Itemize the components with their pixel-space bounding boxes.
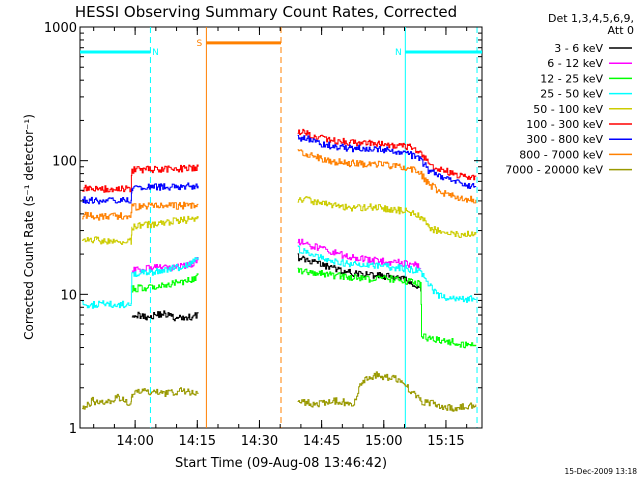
x-tick-label: 14:00 [116, 434, 153, 449]
series-line [82, 371, 477, 412]
x-axis-label: Start Time (09-Aug-08 13:46:42) [175, 456, 387, 471]
axes: 1 10 100 1000 14:00 14:15 14:30 14:45 15:00 15:15 [44, 21, 482, 449]
chart-title: HESSI Observing Summary Count Rates, Cor… [75, 3, 457, 21]
legend-label: 50 - 100 keV [533, 103, 603, 116]
legend-label: 7000 - 20000 keV [505, 164, 603, 177]
x-tick-label: 14:30 [241, 434, 278, 449]
series-lines [82, 128, 477, 412]
x-tick-label: 14:15 [179, 434, 216, 449]
series-line [82, 245, 477, 309]
flag-label: N [152, 48, 159, 58]
legend-header: Det 1,3,4,5,6,9, [548, 12, 634, 25]
x-tick-label: 15:00 [365, 434, 402, 449]
x-tick-label: 14:45 [303, 434, 340, 449]
series-line [82, 196, 477, 245]
legend-label: 300 - 800 keV [526, 133, 603, 146]
legend-label: 25 - 50 keV [540, 88, 603, 101]
series-line [131, 238, 422, 273]
series-line [82, 128, 477, 193]
y-tick-label: 1 [69, 422, 77, 437]
mode-flags: N NS [80, 39, 482, 58]
y-tick-label: 10 [60, 288, 77, 303]
series-line [131, 253, 422, 322]
legend-header: Att 0 [608, 24, 634, 37]
legend-label: 12 - 25 keV [540, 72, 603, 85]
flag-label: S [197, 39, 203, 49]
attenuator-markers [149, 27, 478, 428]
legend-label: 6 - 12 keV [547, 57, 603, 70]
series-line [82, 149, 477, 221]
legend: Det 1,3,4,5,6,9,Att 0 3 - 6 keV 6 - 12 keV… [505, 12, 634, 177]
legend-label: 100 - 300 keV [526, 118, 603, 131]
y-tick-label: 100 [52, 155, 77, 170]
y-axis-label: Corrected Count Rate (s⁻¹ detector⁻¹) [22, 114, 36, 340]
y-tick-label: 1000 [44, 21, 77, 36]
legend-label: 800 - 7000 keV [519, 148, 603, 161]
series-line [82, 134, 477, 205]
legend-label: 3 - 6 keV [554, 42, 603, 55]
x-tick-label: 15:15 [427, 434, 464, 449]
flag-label: N [395, 48, 402, 58]
footer-timestamp: 15-Dec-2009 13:18 [564, 467, 637, 476]
series-line [131, 267, 477, 349]
